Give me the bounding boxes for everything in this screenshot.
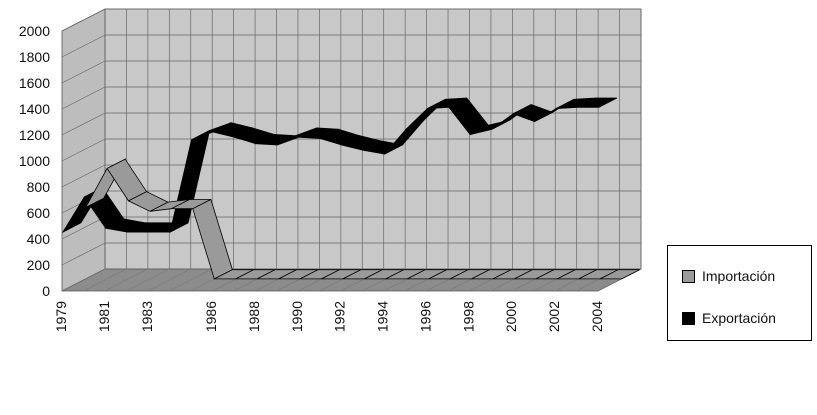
x-tick-label: 2004 (589, 301, 605, 332)
gridline-side (61, 34, 106, 58)
legend-item-importacion: Importación (682, 266, 775, 286)
x-tick-label: 2000 (503, 301, 519, 332)
ribbon-segment (577, 97, 618, 108)
legend-swatch-importacion (682, 269, 695, 283)
legend-item-exportacion: Exportación (682, 308, 776, 328)
x-tick-label: 1996 (418, 301, 434, 332)
gridline-floor (147, 268, 191, 292)
y-tick-label: 200 (27, 257, 51, 273)
x-tick-label: 1992 (332, 301, 348, 332)
y-tick-label: 1400 (19, 101, 50, 117)
gridline-side (61, 112, 106, 136)
x-tick-label: 1990 (289, 301, 305, 332)
gridlines (61, 8, 642, 292)
y-tick-label: 1200 (19, 127, 50, 143)
legend-swatch-exportacion (682, 311, 695, 325)
x-tick-label: 1979 (53, 301, 69, 332)
gridline-floor (104, 268, 149, 292)
x-tick-label: 1998 (460, 301, 476, 332)
y-axis-tick-labels: 0 200 400 600 800 1000 1200 1400 1600 1800 2000 (19, 23, 50, 299)
y-tick-label: 600 (27, 205, 51, 221)
gridline-floor (126, 268, 170, 292)
y-tick-label: 400 (27, 231, 51, 247)
gridline-side (61, 138, 106, 162)
x-axis-tick-labels: 1979 1981 1983 1986 1988 1990 1992 1994 1996 1998… (53, 301, 605, 332)
y-tick-label: 1600 (19, 75, 50, 91)
y-tick-label: 800 (27, 179, 51, 195)
legend-label-importacion: Importación (702, 268, 776, 284)
legend-label-exportacion: Exportación (702, 310, 776, 326)
gridline-floor (61, 268, 106, 292)
series-importacion (84, 158, 640, 280)
ribbon-segment (600, 269, 640, 280)
x-tick-label: 1981 (96, 301, 112, 332)
gridline-side (61, 8, 106, 32)
x-tick-label: 1986 (203, 301, 219, 332)
x-tick-label: 2002 (546, 301, 562, 332)
gridline-side (61, 60, 106, 84)
gridline-side (61, 164, 106, 188)
gridline-floor (169, 268, 213, 292)
legend: Importación Exportación (667, 245, 812, 341)
series-ribbons (61, 97, 640, 280)
y-tick-label: 1800 (19, 49, 50, 65)
gridline-side (61, 86, 106, 110)
gridline-side (61, 242, 106, 266)
gridline-floor (83, 268, 127, 292)
y-tick-label: 2000 (19, 23, 50, 39)
chart-walls (61, 8, 642, 292)
y-tick-label: 0 (42, 283, 50, 299)
x-tick-label: 1988 (246, 301, 262, 332)
x-tick-label: 1994 (375, 301, 391, 332)
y-tick-label: 1000 (19, 153, 50, 169)
x-tick-label: 1983 (139, 301, 155, 332)
gridline-side (61, 216, 106, 240)
